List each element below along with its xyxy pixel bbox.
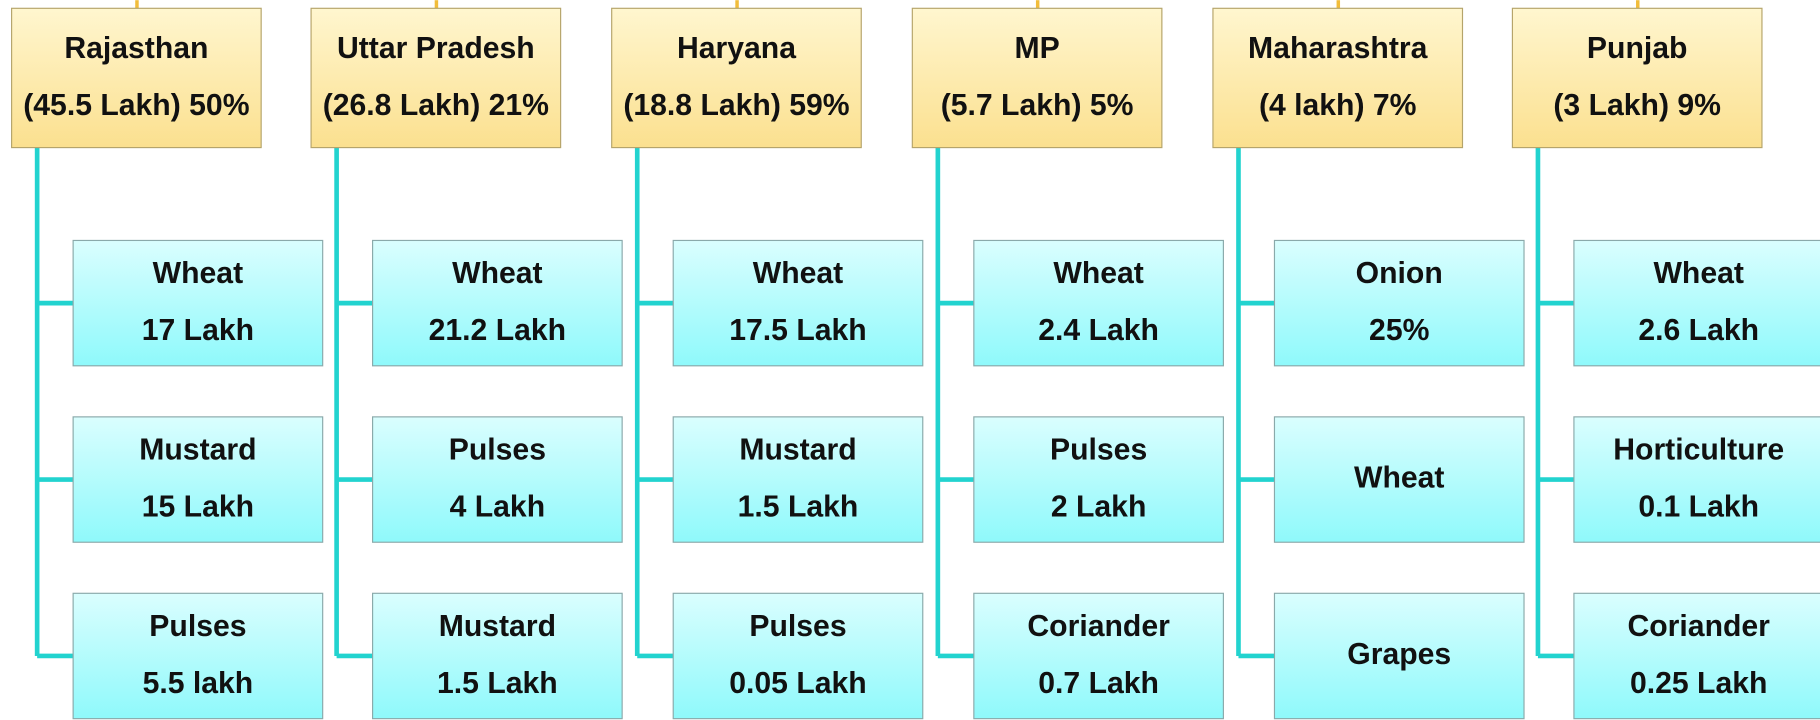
- crop-amount: 0.7 Lakh: [1038, 667, 1159, 700]
- crop-amount: 0.25 Lakh: [1630, 667, 1767, 700]
- crop-box: [672, 592, 924, 720]
- crop-amount: 1.5 Lakh: [738, 491, 859, 524]
- state-summary: (26.8 Lakh) 21%: [323, 89, 549, 122]
- state-box: [911, 7, 1163, 149]
- crop-name: Coriander: [1627, 610, 1770, 643]
- state-box: [11, 7, 262, 149]
- crop-name: Mustard: [439, 610, 556, 643]
- crop-amount: 2.4 Lakh: [1038, 314, 1159, 347]
- crop-box: [672, 239, 924, 367]
- crop-box: [973, 592, 1224, 720]
- state-summary: (45.5 Lakh) 50%: [23, 89, 249, 122]
- state-name: Punjab: [1587, 32, 1688, 65]
- crop-amount: 1.5 Lakh: [437, 667, 558, 700]
- crop-name: Pulses: [1050, 434, 1147, 467]
- crop-amount: 21.2 Lakh: [429, 314, 566, 347]
- crop-amount: 0.1 Lakh: [1638, 491, 1759, 524]
- crop-name: Wheat: [452, 257, 542, 290]
- crop-box: [72, 239, 324, 367]
- crop-amount: 17.5 Lakh: [729, 314, 866, 347]
- state-name: MP: [1014, 32, 1059, 65]
- crop-box: [1573, 239, 1820, 367]
- state-box: [1212, 7, 1464, 149]
- crop-amount: 4 Lakh: [450, 491, 546, 524]
- state-box: [1511, 7, 1763, 149]
- crop-amount: 2 Lakh: [1051, 491, 1147, 524]
- state-box: [310, 7, 562, 149]
- crop-amount: 0.05 Lakh: [729, 667, 866, 700]
- crop-amount: 17 Lakh: [142, 314, 254, 347]
- crop-name: Wheat: [153, 257, 243, 290]
- state-summary: (5.7 Lakh) 5%: [941, 89, 1134, 122]
- crop-name: Mustard: [739, 434, 856, 467]
- crop-name: Wheat: [1653, 257, 1743, 290]
- crop-name: Grapes: [1347, 638, 1451, 671]
- crop-name: Wheat: [1354, 462, 1444, 495]
- crop-amount: 25%: [1369, 314, 1430, 347]
- state-box: [611, 7, 862, 149]
- crop-amount: 15 Lakh: [142, 491, 254, 524]
- state-summary: (18.8 Lakh) 59%: [623, 89, 849, 122]
- crop-name: Coriander: [1027, 610, 1170, 643]
- crop-name: Pulses: [449, 434, 546, 467]
- crop-box: [1573, 416, 1820, 543]
- state-summary: (3 Lakh) 9%: [1553, 89, 1721, 122]
- crop-box: [1273, 592, 1525, 720]
- crop-name: Horticulture: [1613, 434, 1784, 467]
- crop-box: [1573, 592, 1820, 720]
- crop-amount: 5.5 lakh: [143, 667, 254, 700]
- crop-box: [372, 416, 623, 543]
- crop-name: Onion: [1356, 257, 1443, 290]
- crop-box: [372, 239, 623, 367]
- crop-box: [72, 416, 324, 543]
- state-name: Uttar Pradesh: [337, 32, 535, 65]
- state-summary: (4 lakh) 7%: [1259, 89, 1417, 122]
- crop-box: [973, 416, 1224, 543]
- state-name: Rajasthan: [64, 32, 208, 65]
- crop-box: [1273, 239, 1525, 367]
- crop-box: [372, 592, 623, 720]
- crop-name: Pulses: [749, 610, 846, 643]
- crop-name: Mustard: [139, 434, 256, 467]
- crop-name: Wheat: [753, 257, 843, 290]
- crop-name: Pulses: [149, 610, 246, 643]
- crop-name: Wheat: [1053, 257, 1143, 290]
- crop-box: [973, 239, 1224, 367]
- crop-box: [672, 416, 924, 543]
- state-name: Maharashtra: [1248, 32, 1428, 65]
- crop-box: [1273, 416, 1525, 543]
- crop-box: [72, 592, 324, 720]
- crop-amount: 2.6 Lakh: [1638, 314, 1759, 347]
- state-name: Haryana: [677, 32, 796, 65]
